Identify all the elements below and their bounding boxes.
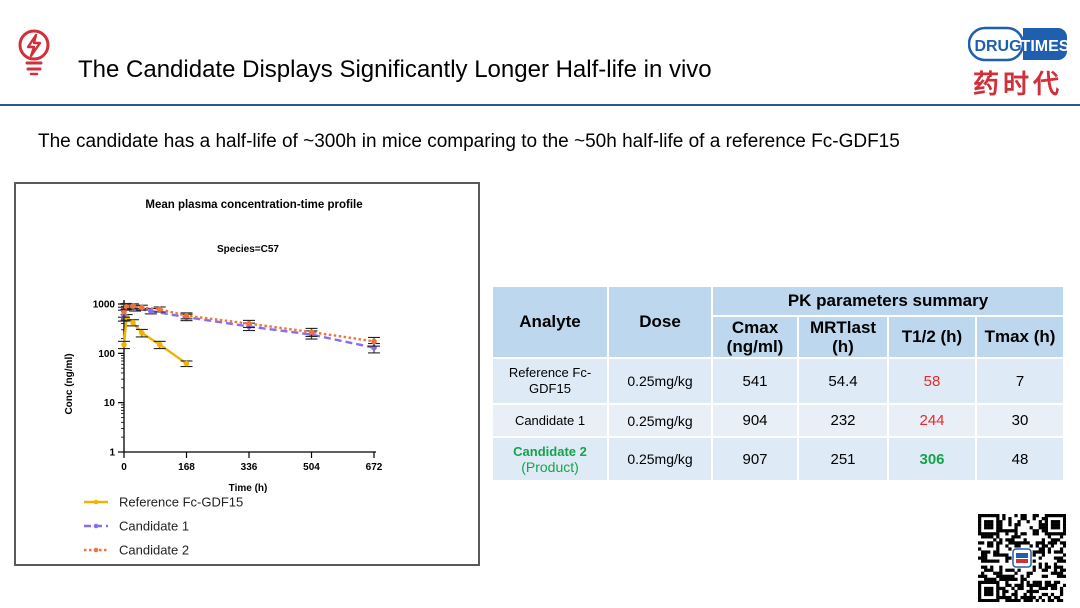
cell-t-half: 58 [887, 357, 977, 405]
table-row: Candidate 2 (Product) 0.25mg/kg 907 251 … [491, 436, 1065, 482]
logo-word-times: TIMES [1021, 38, 1068, 55]
data-point [246, 320, 252, 327]
y-tick-label: 100 [98, 349, 115, 360]
x-tick-label: 0 [121, 462, 127, 473]
y-tick-label: 1 [109, 448, 115, 459]
cell-dose: 0.25mg/kg [607, 436, 713, 482]
cell-analyte: Candidate 2 (Product) [491, 436, 609, 482]
chart-title: Mean plasma concentration-time profile [145, 199, 362, 211]
data-point [139, 330, 145, 336]
header-tmax: Tmax (h) [975, 315, 1065, 359]
logo-chinese: 药时代 [972, 70, 1063, 100]
data-point [147, 308, 154, 314]
x-tick-label: 672 [366, 462, 383, 473]
cell-t-half: 244 [887, 403, 977, 438]
cell-t-half: 306 [887, 436, 977, 482]
cell-mrtlast: 54.4 [797, 357, 889, 405]
table-row: Candidate 1 0.25mg/kg 904 232 244 30 [491, 403, 1065, 438]
data-point [156, 306, 163, 313]
cell-mrtlast: 232 [797, 403, 889, 438]
legend-marker [93, 499, 99, 505]
data-point [130, 319, 136, 326]
x-tick-label: 336 [241, 462, 258, 473]
lightbulb-bolt-icon [18, 29, 50, 76]
legend-label: Candidate 1 [119, 519, 189, 534]
data-point [183, 312, 190, 319]
x-tick-label: 168 [178, 462, 195, 473]
cell-tmax: 48 [975, 436, 1065, 482]
slide-subtitle: The candidate has a half-life of ~300h i… [38, 131, 900, 152]
header-analyte: Analyte [491, 285, 609, 359]
legend-item: Candidate 1 [84, 519, 189, 534]
cell-tmax: 7 [975, 357, 1065, 405]
header-divider [0, 104, 1080, 106]
legend-item: Candidate 2 [84, 543, 189, 558]
header-t-half: T1/2 (h) [887, 315, 977, 359]
header-cmax: Cmax (ng/ml) [711, 315, 799, 359]
legend-label: Reference Fc-GDF15 [119, 495, 243, 510]
analyte-note: (Product) [521, 458, 579, 475]
cell-dose: 0.25mg/kg [607, 357, 713, 405]
pk-chart-panel: Mean plasma concentration-time profile S… [14, 182, 480, 566]
series-line [122, 304, 375, 343]
x-tick-label: 504 [303, 462, 320, 473]
qr-code [978, 514, 1066, 602]
legend-marker [93, 547, 99, 553]
pk-parameters-table: Analyte Dose PK parameters summary Cmax … [491, 285, 1065, 482]
data-point [130, 303, 136, 309]
header-dose: Dose [607, 285, 713, 359]
analyte-name: Candidate 2 [513, 443, 587, 459]
pk-chart: Mean plasma concentration-time profile S… [64, 199, 383, 558]
cell-analyte: Candidate 1 [491, 403, 609, 438]
header-mrtlast: MRTlast (h) [797, 315, 889, 359]
drugtimes-logo: DRUG TIMES 药时代 [968, 26, 1068, 100]
y-tick-label: 1000 [93, 300, 116, 311]
table-row: Reference Fc-GDF15 0.25mg/kg 541 54.4 58… [491, 357, 1065, 405]
series-line [122, 314, 188, 365]
cell-tmax: 30 [975, 403, 1065, 438]
data-point [156, 341, 163, 348]
data-point [139, 304, 145, 311]
legend-label: Candidate 2 [119, 543, 189, 558]
cell-analyte: Reference Fc-GDF15 [491, 357, 609, 405]
cell-cmax: 907 [711, 436, 799, 482]
legend-item: Reference Fc-GDF15 [84, 495, 243, 510]
data-point [371, 338, 377, 345]
y-axis-label: Conc (ng/ml) [64, 353, 75, 414]
cell-dose: 0.25mg/kg [607, 403, 713, 438]
series-1 [118, 314, 193, 368]
data-point [123, 303, 130, 310]
series-3 [118, 303, 380, 347]
page-title: The Candidate Displays Significantly Lon… [78, 56, 712, 83]
legend-marker [93, 523, 99, 529]
data-point [183, 360, 190, 367]
data-point [121, 341, 127, 348]
cell-cmax: 541 [711, 357, 799, 405]
chart-subtitle: Species=C57 [217, 244, 279, 255]
data-point [308, 329, 315, 335]
x-axis-label: Time (h) [229, 483, 268, 494]
header-pk-summary: PK parameters summary [711, 285, 1065, 317]
logo-word-drug: DRUG [974, 38, 1021, 55]
y-tick-label: 10 [104, 398, 116, 409]
cell-mrtlast: 251 [797, 436, 889, 482]
cell-cmax: 904 [711, 403, 799, 438]
